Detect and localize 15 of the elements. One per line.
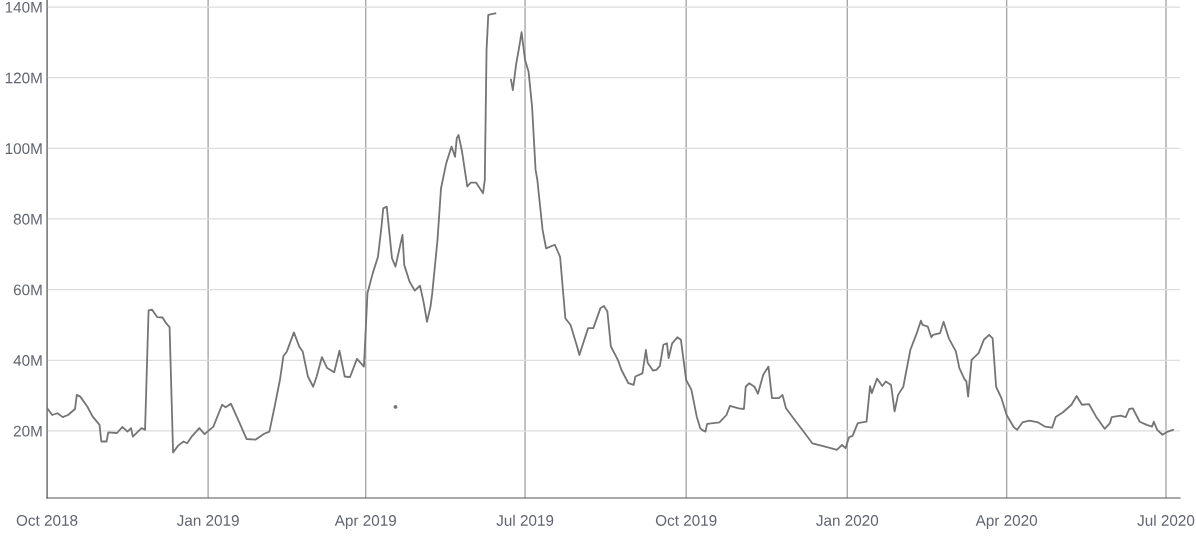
x-tick-label: Apr 2019 [334,515,396,529]
x-tick-label: Jan 2019 [176,515,239,526]
y-tick-label: 40M [13,355,42,366]
x-tick-label: Apr 2020 [975,515,1038,529]
y-tick-label: 140M [5,1,42,13]
x-tick-label: Jul 2019 [496,514,554,526]
x-tick-label: Oct 2019 [655,515,717,526]
x-tick-label: Jul 2020 [1137,514,1195,526]
y-tick-label: 60M [13,284,42,296]
y-tick-label: 120M [5,72,42,84]
x-tick-label: Oct 2018 [16,515,78,526]
x-tick-label: Jan 2020 [816,515,879,526]
y-tick-label: 80M [13,213,42,225]
y-tick-label: 100M [5,143,42,155]
y-tick-label: 20M [13,425,42,437]
